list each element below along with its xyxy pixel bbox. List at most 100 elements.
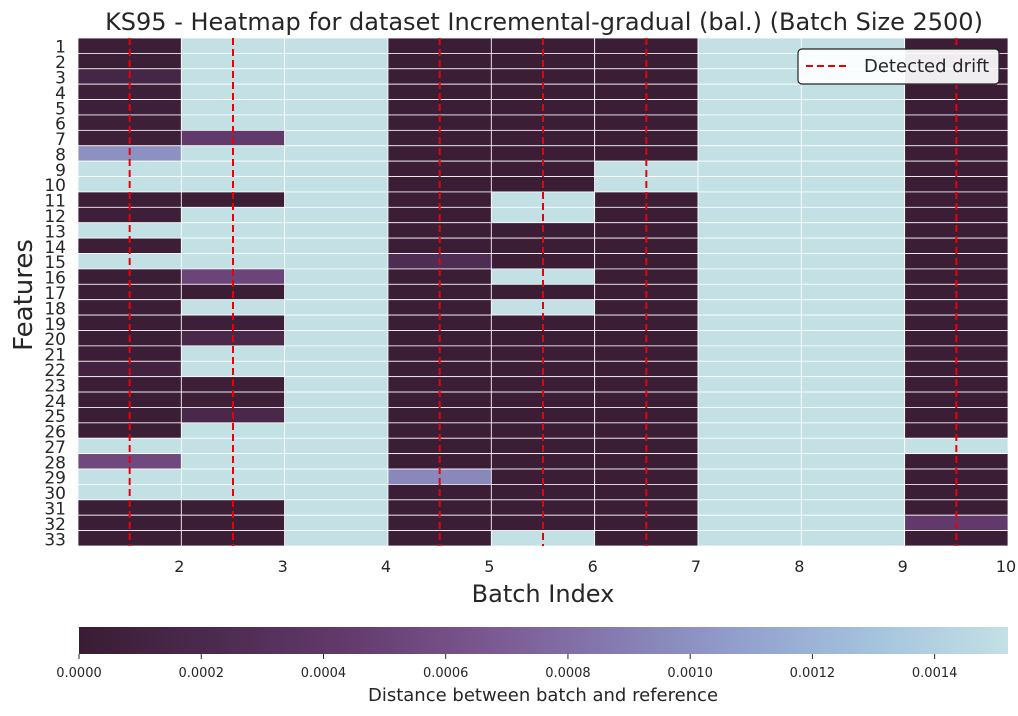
heatmap-cell — [284, 191, 389, 208]
y-tick-label: 24 — [44, 392, 66, 412]
heatmap-cell — [284, 391, 389, 408]
x-tick-label: 9 — [898, 557, 908, 576]
legend-box — [797, 48, 1000, 85]
heatmap-cell — [284, 437, 389, 455]
y-tick-label: 17 — [44, 284, 66, 304]
heatmap-cell — [697, 437, 802, 455]
heatmap-cell — [284, 345, 389, 362]
y-tick-label: 10 — [44, 176, 66, 196]
heatmap-cell — [800, 468, 906, 485]
heatmap-cell — [697, 484, 802, 501]
heatmap-cell — [800, 283, 906, 301]
heatmap-cell — [697, 37, 802, 54]
y-tick-label: 4 — [55, 84, 66, 104]
heatmap-cell — [800, 268, 906, 285]
y-tick-label: 11 — [44, 192, 66, 212]
y-tick-label: 25 — [44, 407, 66, 427]
heatmap-cell — [800, 330, 906, 347]
x-tick-labels: 2 3 4 5 6 7 8 9 10 — [174, 557, 1016, 576]
colorbar-tick-label: 0.0010 — [667, 666, 713, 681]
heatmap-cell — [284, 514, 389, 532]
y-tick-label: 1 — [55, 38, 66, 58]
heatmap-cell — [800, 407, 906, 424]
heatmap-cell — [697, 330, 802, 347]
heatmap-cell — [697, 422, 802, 439]
y-tick-label: 20 — [44, 330, 66, 350]
heatmap-cell — [284, 376, 389, 393]
heatmap-cell — [697, 52, 802, 70]
y-tick-label: 28 — [44, 453, 66, 473]
heatmap-cell — [284, 114, 389, 131]
x-tick-label: 2 — [174, 557, 184, 576]
y-tick-label: 16 — [44, 269, 66, 289]
heatmap-cell — [697, 453, 802, 470]
y-tick-label: 5 — [55, 99, 66, 119]
y-tick-label: 19 — [44, 315, 66, 335]
heatmap-cell — [697, 268, 802, 285]
heatmap-cell — [284, 222, 389, 239]
heatmap-cell — [697, 468, 802, 485]
colorbar: 0.0000 0.0002 0.0004 0.0006 0.0008 0.0010 0.00… — [56, 627, 1008, 706]
heatmap-cell — [284, 422, 389, 439]
heatmap-cell — [697, 160, 802, 177]
heatmap-cell — [697, 237, 802, 254]
x-tick-label: 6 — [588, 557, 598, 576]
heatmap-cell — [697, 360, 802, 378]
heatmap-cell — [697, 314, 802, 331]
y-tick-label: 6 — [55, 115, 66, 135]
heatmap-cell — [800, 206, 906, 224]
heatmap-cell — [697, 391, 802, 408]
heatmap-cell — [697, 114, 802, 131]
x-tick-label: 8 — [794, 557, 804, 576]
heatmap-cell — [800, 422, 906, 439]
y-axis-label: Features — [9, 239, 39, 351]
heatmap-cell — [284, 160, 389, 177]
colorbar-label: Distance between batch and reference — [368, 685, 718, 706]
y-tick-label: 13 — [44, 222, 66, 242]
y-tick-labels: 1234567891011121314151617181920212223242… — [44, 38, 66, 551]
heatmap-cell — [697, 191, 802, 208]
heatmap-cell — [800, 160, 906, 177]
heatmap-cell — [697, 283, 802, 301]
colorbar-tick-label: 0.0002 — [178, 666, 224, 681]
chart-title: KS95 - Heatmap for dataset Incremental-g… — [105, 8, 983, 36]
heatmap-cell — [284, 37, 389, 54]
heatmap-cell — [800, 345, 906, 362]
y-tick-label: 26 — [44, 423, 66, 443]
x-tick-label: 3 — [278, 557, 288, 576]
heatmap-cell — [697, 345, 802, 362]
colorbar-tick-label: 0.0014 — [912, 666, 958, 681]
y-tick-label: 3 — [55, 68, 66, 88]
heatmap-cell — [284, 145, 389, 162]
heatmap-cell — [697, 129, 802, 147]
y-tick-label: 33 — [44, 530, 66, 550]
y-tick-label: 21 — [44, 346, 66, 366]
y-tick-label: 15 — [44, 253, 66, 273]
heatmap-cell — [284, 237, 389, 254]
y-tick-label: 29 — [44, 469, 66, 489]
colorbar-tick-label: 0.0000 — [56, 666, 102, 681]
heatmap-cell — [284, 52, 389, 70]
heatmap-cell — [284, 283, 389, 301]
heatmap-cell — [284, 330, 389, 347]
y-tick-label: 30 — [44, 484, 66, 504]
heatmap-cell — [697, 99, 802, 116]
heatmap-cell — [800, 129, 906, 147]
heatmap-cell — [800, 83, 906, 100]
y-tick-label: 9 — [55, 161, 66, 181]
heatmap-cell — [284, 360, 389, 378]
heatmap-cell — [284, 129, 389, 147]
colorbar-tick-label: 0.0008 — [545, 666, 591, 681]
heatmap-cell — [284, 253, 389, 270]
legend-drift-label: Detected drift — [864, 56, 989, 77]
heatmap-cell — [800, 145, 906, 162]
heatmap-cell — [697, 176, 802, 193]
heatmap-cell — [800, 391, 906, 408]
heatmap-cell — [284, 268, 389, 285]
heatmap-cell — [284, 484, 389, 501]
y-tick-label: 8 — [55, 145, 66, 165]
heatmap-cell — [697, 68, 802, 85]
heatmap-cell — [284, 407, 389, 424]
heatmap-cell — [697, 514, 802, 532]
colorbar-tick-label: 0.0012 — [790, 666, 836, 681]
